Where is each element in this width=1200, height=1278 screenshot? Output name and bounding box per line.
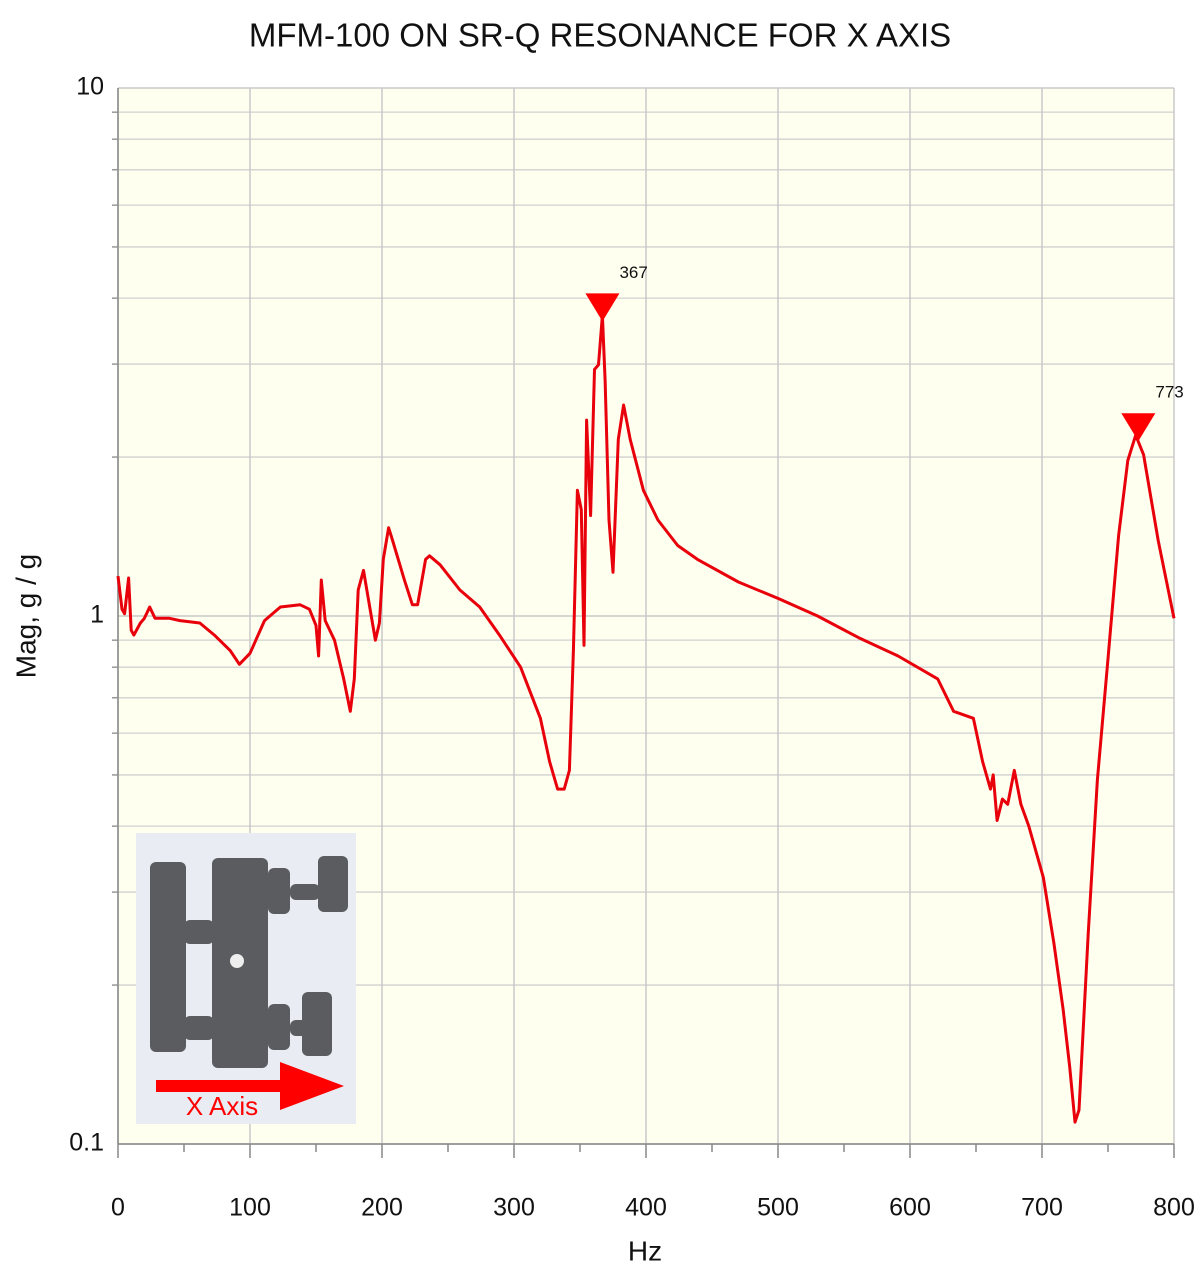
inset-hole <box>230 954 244 968</box>
y-axis-label: Mag, g / g <box>10 554 41 679</box>
inset-part <box>318 856 348 912</box>
x-tick-label: 300 <box>493 1194 535 1222</box>
x-tick-label: 400 <box>625 1194 667 1222</box>
chart-title: MFM-100 ON SR-Q RESONANCE FOR X AXIS <box>249 17 951 54</box>
x-tick-label: 100 <box>229 1194 271 1222</box>
x-tick-label: 700 <box>1021 1194 1063 1222</box>
inset-part <box>150 862 186 1052</box>
y-tick-label: 1 <box>90 601 104 629</box>
peak-marker <box>585 293 620 322</box>
peak-marker <box>1121 413 1156 442</box>
inset-image: X Axis <box>136 833 356 1124</box>
peak-label: 773 <box>1155 383 1183 402</box>
inset-part <box>290 884 320 900</box>
inset-part <box>184 920 214 944</box>
x-axis-label: Hz <box>628 1235 662 1266</box>
x-tick-label: 800 <box>1153 1194 1195 1222</box>
y-tick-label: 0.1 <box>69 1129 104 1157</box>
x-tick-label: 500 <box>757 1194 799 1222</box>
inset-arrow <box>156 1062 344 1110</box>
data-line <box>116 313 1176 1124</box>
inset-part <box>302 992 332 1056</box>
x-tick-label: 0 <box>111 1194 125 1222</box>
inset-part <box>184 1016 214 1040</box>
peak-label: 367 <box>619 263 647 282</box>
y-tick-label: 10 <box>76 73 104 101</box>
inset-part <box>268 868 290 914</box>
inset-part <box>268 1004 290 1050</box>
x-tick-label: 600 <box>889 1194 931 1222</box>
inset-label: X Axis <box>186 1091 258 1121</box>
x-tick-label: 200 <box>361 1194 403 1222</box>
